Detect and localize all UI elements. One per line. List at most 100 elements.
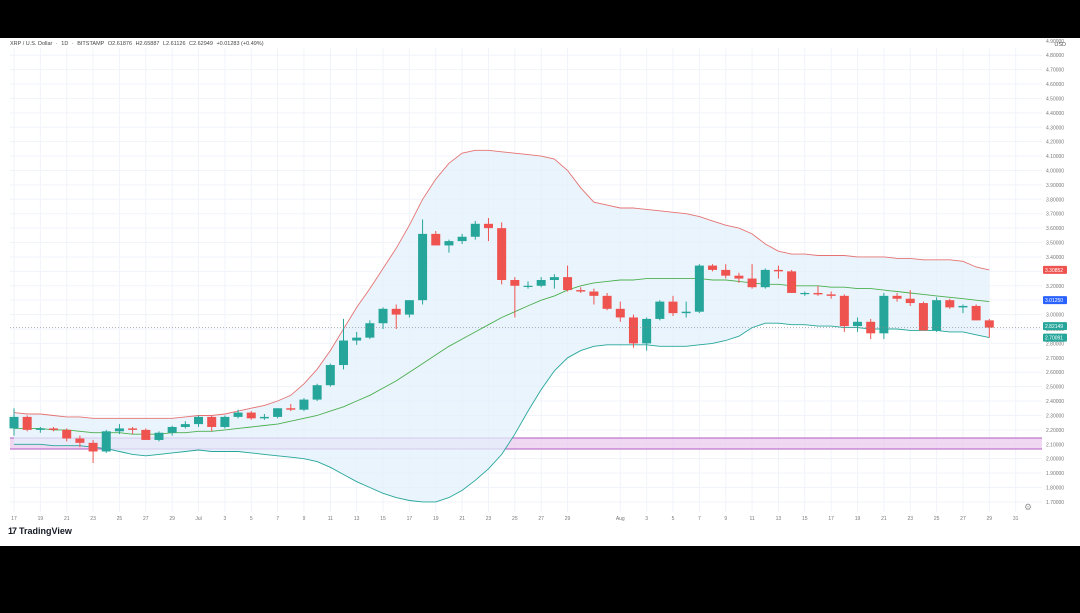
candle-body: [655, 301, 665, 319]
x-tick-label: Aug: [616, 516, 625, 522]
candle-body: [932, 300, 942, 331]
x-tick-label: 23: [907, 516, 913, 522]
candle-body: [365, 323, 375, 338]
candle-body: [642, 318, 652, 344]
y-tick-label: 4.50000: [1046, 96, 1064, 102]
candle-body: [404, 300, 414, 315]
candle-body: [668, 301, 678, 314]
candle-body: [75, 438, 85, 443]
candle: [589, 288, 599, 305]
candle: [892, 292, 902, 302]
candle-body: [286, 408, 296, 410]
candle-body: [536, 280, 546, 286]
lower-band-badge: 2.70091: [1043, 333, 1067, 342]
candle: [299, 398, 309, 412]
currency-label[interactable]: USD: [1054, 42, 1066, 48]
candle-body: [694, 265, 704, 312]
candle-body: [273, 408, 283, 417]
candle: [971, 304, 981, 321]
candle-body: [207, 416, 217, 427]
lower-band-badge-text: 2.70091: [1045, 336, 1063, 342]
x-tick-label: 21: [64, 516, 70, 522]
candle: [62, 428, 72, 442]
x-tick-label: 5: [250, 516, 253, 522]
candle: [615, 301, 625, 322]
candle-body: [615, 308, 625, 318]
y-tick-label: 2.40000: [1046, 399, 1064, 405]
low-value: L2.61126: [162, 41, 186, 47]
candle-body: [813, 292, 823, 295]
x-tick-label: 13: [354, 516, 360, 522]
candle-body: [853, 321, 863, 327]
y-tick-label: 3.40000: [1046, 255, 1064, 261]
candle: [826, 291, 836, 299]
candle-body: [589, 291, 599, 296]
x-tick-label: 17: [11, 516, 17, 522]
symbol-name[interactable]: XRP / U.S. Dollar: [10, 41, 53, 47]
last-price-badge-bg: [1043, 322, 1067, 331]
candle-body: [167, 426, 177, 433]
candle: [642, 317, 652, 351]
bollinger-lower-line: [14, 322, 990, 503]
candle: [180, 421, 190, 429]
upper-band-badge-text: 3.30852: [1045, 268, 1063, 274]
y-tick-label: 2.70000: [1046, 356, 1064, 362]
candle-body: [154, 432, 164, 440]
interval-label[interactable]: 1D: [61, 41, 69, 47]
candle: [945, 298, 955, 309]
change-value: +0.01283 (+0.49%): [216, 41, 264, 47]
candle: [958, 304, 968, 314]
candle-body: [523, 285, 533, 287]
candle-body: [602, 295, 612, 309]
y-tick-label: 4.00000: [1046, 168, 1064, 174]
candle-body: [431, 233, 441, 246]
open-value: O2.61876: [107, 41, 133, 47]
candle: [35, 426, 45, 433]
candle-body: [681, 311, 691, 314]
x-tick-label: 29: [565, 516, 571, 522]
candle-body: [299, 399, 309, 410]
candle: [167, 425, 177, 436]
candle: [853, 317, 863, 332]
candle: [418, 219, 428, 305]
x-tick-label: 3: [223, 516, 226, 522]
candle-body: [879, 295, 889, 334]
candle: [457, 233, 467, 244]
candle-body: [325, 365, 335, 386]
candle: [88, 439, 98, 464]
tradingview-logo[interactable]: 17 TradingView: [8, 526, 72, 536]
y-axis: 4.90000 4.80000 4.70000 4.60000 4.50000 4.400…: [1046, 39, 1064, 506]
chart-canvas[interactable]: 4.90000 4.80000 4.70000 4.60000 4.50000 4.400…: [0, 38, 1080, 546]
x-tick-label: 19: [855, 516, 861, 522]
candle: [800, 291, 810, 296]
x-tick-label: 23: [90, 516, 96, 522]
y-tick-label: 2.30000: [1046, 413, 1064, 419]
candle-body: [971, 305, 981, 321]
candle: [141, 428, 151, 440]
candle: [576, 287, 586, 293]
x-tick-label: 19: [38, 516, 44, 522]
y-tick-label: 4.30000: [1046, 125, 1064, 131]
x-tick-label: Jul: [195, 516, 201, 522]
x-tick-label: 23: [486, 516, 492, 522]
high-value: H2.65887: [135, 41, 160, 47]
y-tick-label: 4.90000: [1046, 39, 1064, 45]
candle-body: [194, 416, 204, 425]
candle: [563, 265, 573, 292]
settings-icon[interactable]: ⚙: [1023, 502, 1033, 512]
y-tick-label: 4.10000: [1046, 154, 1064, 160]
candle-body: [800, 292, 810, 295]
candle-body: [958, 305, 968, 308]
x-tick-label: 17: [407, 516, 413, 522]
x-tick-label: 21: [881, 516, 887, 522]
candle: [483, 218, 493, 242]
y-tick-label: 1.70000: [1046, 500, 1064, 506]
candle: [470, 220, 480, 240]
x-tick-label: 15: [380, 516, 386, 522]
y-tick-label: 4.60000: [1046, 82, 1064, 88]
candle-body: [62, 429, 72, 439]
candle: [536, 277, 546, 288]
candle: [286, 403, 296, 412]
candle: [655, 300, 665, 321]
candle: [839, 294, 849, 332]
